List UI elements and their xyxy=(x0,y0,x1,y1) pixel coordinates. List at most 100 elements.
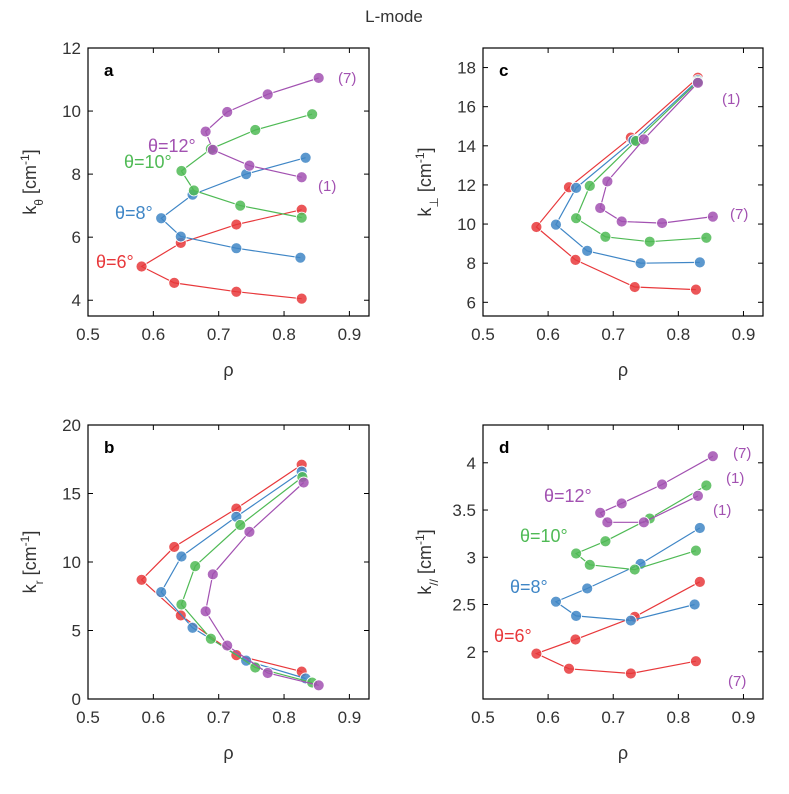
data-point xyxy=(570,212,583,225)
y-tick-label: 4 xyxy=(467,454,476,473)
data-point xyxy=(261,667,274,679)
plot-frame xyxy=(87,47,370,317)
annotation-label: (1) xyxy=(318,178,336,195)
annotation-label: (1) xyxy=(722,91,740,108)
figure-title: L-mode xyxy=(365,7,423,26)
data-point xyxy=(295,211,308,224)
series-θ=12° xyxy=(199,476,325,692)
y-tick-label: 20 xyxy=(62,416,81,435)
series-line xyxy=(554,527,701,622)
plot-frame xyxy=(482,47,764,317)
annotation-label: θ=12° xyxy=(148,136,196,156)
data-point xyxy=(693,575,706,588)
data-point xyxy=(550,218,562,231)
annotation-label: θ=10° xyxy=(124,152,172,172)
annotation-label: θ=10° xyxy=(520,526,568,546)
data-point xyxy=(690,655,702,668)
data-point xyxy=(601,175,614,188)
y-tick-label: 12 xyxy=(457,176,476,195)
annotation-label: θ=12° xyxy=(544,486,592,506)
data-point xyxy=(690,283,702,296)
data-point xyxy=(294,251,307,264)
data-point xyxy=(249,661,262,674)
data-point xyxy=(656,217,668,229)
series-line xyxy=(555,79,700,264)
x-axis-label: ρ xyxy=(618,743,628,763)
x-tick-label: 0.8 xyxy=(272,708,296,727)
data-point xyxy=(297,476,310,489)
data-point xyxy=(706,450,719,463)
data-point xyxy=(221,639,234,652)
y-tick-label: 10 xyxy=(457,215,476,234)
data-point xyxy=(199,125,212,138)
y-tick-label: 6 xyxy=(467,293,476,312)
data-point xyxy=(199,605,212,618)
data-point xyxy=(634,257,647,270)
plot-frame xyxy=(482,424,764,700)
data-point xyxy=(234,199,247,212)
annotation-label: (1) xyxy=(726,470,744,487)
y-tick-label: 4 xyxy=(72,291,81,310)
data-point xyxy=(155,212,168,225)
data-point xyxy=(168,541,181,553)
x-tick-label: 0.5 xyxy=(471,325,495,344)
x-tick-label: 0.9 xyxy=(732,325,756,344)
data-point xyxy=(656,478,668,491)
x-axis-label: ρ xyxy=(223,743,233,763)
data-point xyxy=(168,276,181,289)
y-tick-label: 2.5 xyxy=(452,596,476,615)
data-point xyxy=(175,550,188,563)
data-point xyxy=(230,218,243,231)
series-line xyxy=(599,82,713,224)
y-tick-label: 8 xyxy=(467,254,476,273)
series-line xyxy=(534,581,701,675)
data-point xyxy=(691,489,704,502)
data-point xyxy=(615,215,628,228)
x-tick-label: 0.6 xyxy=(536,325,560,344)
data-point xyxy=(155,586,168,599)
x-tick-label: 0.6 xyxy=(142,708,166,727)
annotation-label: (7) xyxy=(730,206,748,223)
x-tick-label: 0.6 xyxy=(536,708,560,727)
data-point xyxy=(615,497,628,510)
series-line xyxy=(180,476,313,684)
x-tick-label: 0.9 xyxy=(732,708,756,727)
data-point xyxy=(569,253,582,266)
data-point xyxy=(206,143,219,156)
data-point xyxy=(530,647,543,660)
annotation-label: (7) xyxy=(728,673,746,690)
panel-letter: b xyxy=(104,438,114,457)
data-point xyxy=(601,516,614,529)
data-point xyxy=(700,479,713,492)
data-point xyxy=(230,285,243,298)
y-tick-label: 2 xyxy=(467,643,476,662)
data-point xyxy=(643,235,656,248)
data-point xyxy=(688,598,701,611)
series-θ=12° xyxy=(199,72,325,184)
data-point xyxy=(204,632,217,645)
x-tick-label: 0.7 xyxy=(601,325,625,344)
x-tick-label: 0.5 xyxy=(76,325,100,344)
data-point xyxy=(249,124,262,136)
data-point xyxy=(306,108,319,121)
data-point xyxy=(594,506,607,519)
data-point xyxy=(206,568,219,581)
x-axis-label: ρ xyxy=(618,360,628,380)
data-point xyxy=(530,221,543,233)
data-point xyxy=(628,281,641,293)
data-point xyxy=(230,242,243,255)
y-tick-label: 14 xyxy=(457,137,476,156)
data-point xyxy=(189,560,202,573)
panel-b: 0.5 0.6 0.7 0.8 0.9 0 5 10 15 20 ρ kr [cm-1] b (1) (7) xyxy=(18,416,746,763)
x-tick-label: 0.5 xyxy=(76,708,100,727)
data-point xyxy=(563,662,575,675)
annotation-label: θ=8° xyxy=(510,577,548,597)
series-θ=10° xyxy=(570,479,713,576)
data-point xyxy=(175,598,188,611)
data-point xyxy=(295,171,308,184)
panel-letter: a xyxy=(104,61,114,80)
series-θ=12° xyxy=(594,76,719,229)
panel-letter: d xyxy=(499,438,509,457)
y-axis-label: k// [cm-1] xyxy=(413,529,441,594)
